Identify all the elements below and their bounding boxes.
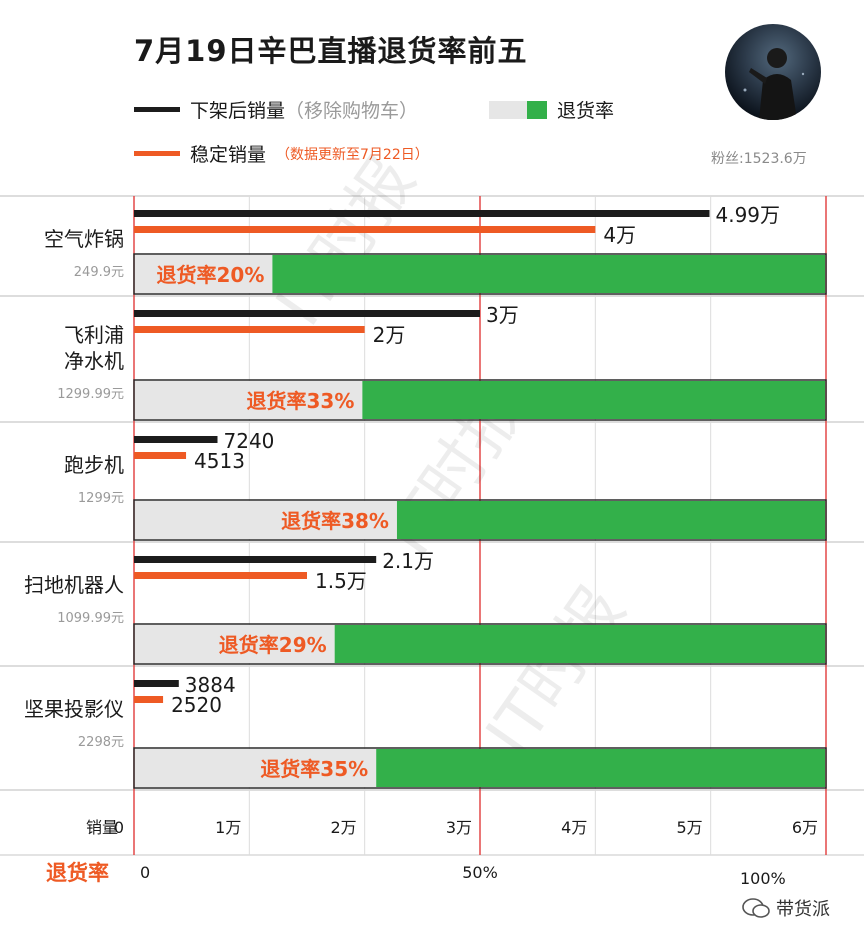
legend-return: 退货率 (489, 96, 614, 123)
price-label: 1299.99元 (57, 387, 124, 402)
return-bar-gray (135, 749, 377, 787)
watermark: IT时报 (472, 574, 639, 769)
return-tick-label: 100% (740, 869, 786, 888)
return-bar-frame (133, 253, 827, 295)
data-label-removed: 3万 (486, 303, 519, 327)
return-bar-green (376, 749, 825, 787)
return-bar-gray (135, 255, 273, 293)
category-label: 空气炸锅 (44, 227, 124, 251)
wechat-icon (742, 898, 770, 918)
return-bar-green (272, 255, 825, 293)
legend-black-swatch (134, 107, 180, 112)
return-rate-label: 退货率29% (219, 633, 327, 657)
data-label-stable: 4513 (194, 449, 245, 473)
bar-stable (134, 226, 596, 233)
data-label-removed: 2.1万 (382, 549, 434, 573)
performer-silhouette-icon (743, 48, 805, 120)
sales-tick-label: 3万 (446, 818, 472, 837)
watermark: IT时报 (262, 144, 429, 339)
bar-removed (134, 310, 480, 317)
sales-tick-label: 0 (114, 818, 124, 837)
bar-removed (134, 436, 218, 443)
bar-stable (134, 326, 365, 333)
legend-removed-label: 下架后销量 (190, 100, 286, 122)
legend-gray-swatch (489, 100, 527, 119)
category-label: 坚果投影仪 (24, 697, 124, 721)
data-label-removed: 4.99万 (716, 203, 781, 227)
brand-name: 带货派 (776, 899, 830, 920)
data-label-removed: 7240 (224, 429, 275, 453)
return-axis-label: 退货率 (46, 861, 109, 885)
return-rate-label: 退货率33% (246, 389, 354, 413)
price-label: 249.9元 (74, 265, 124, 280)
return-bar-frame (133, 499, 827, 541)
return-rate-label: 退货率35% (260, 757, 368, 781)
return-bar-gray (135, 625, 335, 663)
sales-tick-label: 4万 (561, 818, 587, 837)
return-bar-frame (133, 379, 827, 421)
sales-tick-label: 6万 (792, 818, 818, 837)
return-rate-label: 退货率20% (157, 263, 265, 287)
price-label: 1099.99元 (57, 611, 124, 626)
return-bar-green (362, 381, 825, 419)
return-bar-green (334, 625, 825, 663)
price-label: 1299元 (78, 491, 124, 506)
bar-removed (134, 556, 377, 563)
sales-tick-label: 2万 (330, 818, 356, 837)
return-bar-gray (135, 501, 397, 539)
fans-count: 粉丝:1523.6万 (711, 151, 807, 167)
brand-logo: 带货派 (742, 895, 830, 921)
legend-removed: 下架后销量 （移除购物车） (134, 96, 418, 123)
category-label: 扫地机器人 (24, 573, 124, 597)
legend-orange-swatch (134, 151, 180, 156)
return-bar-green (396, 501, 825, 539)
avatar (725, 24, 821, 120)
category-label: 净水机 (64, 349, 124, 373)
legend-removed-note: （移除购物车） (285, 100, 419, 122)
data-label-stable: 1.5万 (315, 569, 367, 593)
return-tick-label: 0 (140, 863, 150, 882)
return-bar-gray (135, 381, 363, 419)
bar-stable (134, 572, 307, 579)
data-label-stable: 2520 (171, 693, 222, 717)
legend-stable-note: （数据更新至7月22日） (276, 146, 429, 163)
data-label-stable: 2万 (373, 323, 406, 347)
legend-stable: 稳定销量 （数据更新至7月22日） (134, 140, 429, 167)
bar-stable (134, 452, 187, 459)
return-rate-label: 退货率38% (281, 509, 389, 533)
legend-stable-label: 稳定销量 (190, 144, 267, 166)
category-label: 飞利浦 (64, 323, 124, 347)
bar-removed (134, 210, 710, 217)
sales-tick-label: 5万 (676, 818, 702, 837)
price-label: 2298元 (78, 735, 124, 750)
sales-tick-label: 1万 (215, 818, 241, 837)
chart-title: 7月19日辛巴直播退货率前五 (134, 34, 528, 68)
legend-green-swatch (527, 100, 547, 119)
return-bar-frame (133, 747, 827, 789)
legend-return-label: 退货率 (557, 100, 615, 122)
return-bar-frame (133, 623, 827, 665)
bar-removed (134, 680, 179, 687)
return-tick-label: 50% (462, 863, 498, 882)
data-label-removed: 3884 (185, 673, 236, 697)
data-label-stable: 4万 (603, 223, 636, 247)
sales-axis-label: 销量 (86, 818, 118, 837)
category-label: 跑步机 (64, 453, 124, 477)
bar-stable (134, 696, 164, 703)
